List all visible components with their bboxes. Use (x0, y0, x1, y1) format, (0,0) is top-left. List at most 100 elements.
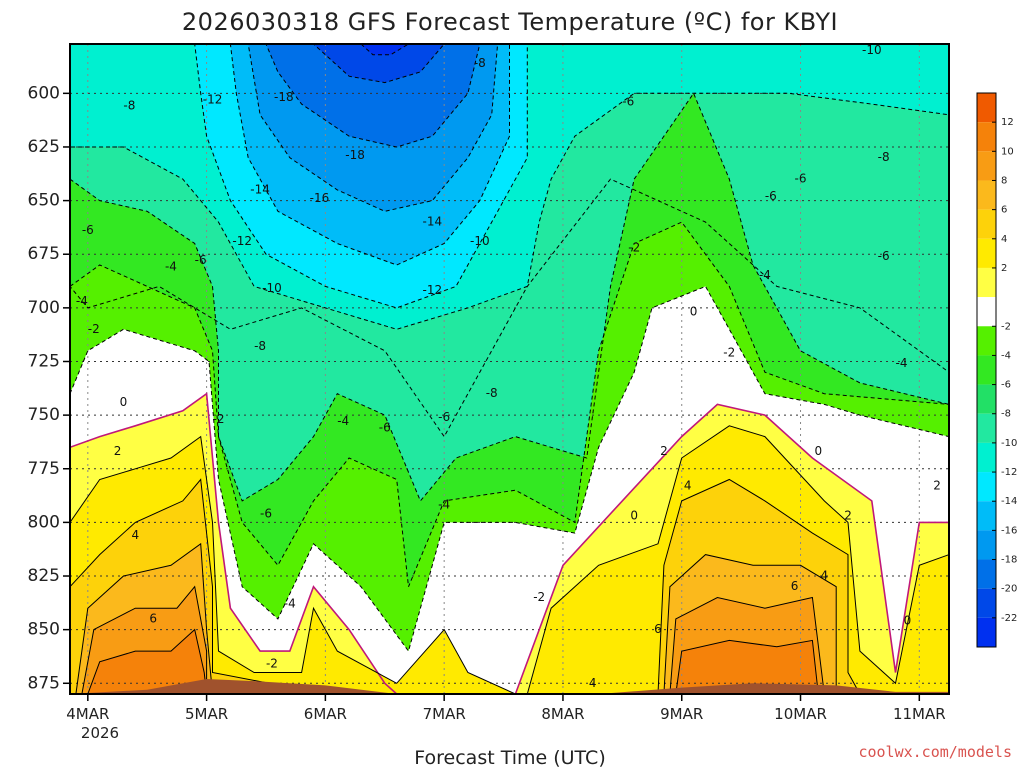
contour-label: -2 (397, 742, 409, 756)
colorbar-tick-label: 6 (1001, 205, 1007, 216)
contour-label: -6 (438, 410, 450, 424)
contour-label: -14 (422, 215, 442, 229)
contour-label: -2 (88, 322, 100, 336)
y-tick-label: 600 (28, 83, 60, 103)
x-tick-year: 2026 (81, 724, 119, 742)
colorbar-tick-label: -8 (1001, 409, 1011, 420)
contour-label: -2 (628, 240, 640, 254)
x-tick-label: 8MAR (541, 705, 584, 723)
contour-label: -2 (533, 590, 545, 604)
contour-label: 2 (660, 444, 668, 458)
colorbar-bin (977, 442, 996, 473)
contour-label: -16 (310, 191, 330, 205)
colorbar-bin (977, 501, 996, 531)
x-axis-label: Forecast Time (UTC) (414, 747, 605, 768)
contour-label: -2 (723, 345, 735, 359)
contour-label: -12 (232, 234, 252, 248)
contour-label: -6 (765, 189, 777, 203)
colorbar-bin (977, 472, 996, 502)
y-tick-label: 750 (28, 405, 60, 425)
plot-frame (69, 43, 950, 695)
contour-label: -6 (622, 94, 634, 108)
contour-label: -6 (379, 420, 391, 434)
contour-label: -18 (274, 90, 294, 104)
contour-label: -4 (438, 498, 450, 512)
colorbar-tick-label: 12 (1001, 117, 1014, 128)
y-tick-label: 850 (28, 620, 60, 640)
contour-label: 2 (933, 478, 941, 492)
colorbar-bin (977, 267, 996, 298)
contour-label: -18 (345, 148, 365, 162)
contour-label: -6 (878, 249, 890, 263)
contour-label: 4 (132, 528, 140, 542)
temp-region-19 (87, 629, 207, 694)
contour-label: 4 (820, 569, 828, 583)
colorbar-bin (977, 151, 996, 181)
colorbar: 12 10 8 6 4 2 -2 -4 -6 -8 -10 -12 -14 -16 -18 -20 -22 (976, 92, 1017, 648)
contour-label: -8 (254, 339, 266, 353)
colorbar-bin (977, 180, 996, 210)
colorbar-tick-label: -2 (1001, 321, 1011, 332)
temp-region-5 (266, 44, 480, 147)
contour-label: -10 (262, 281, 282, 295)
terrain-fill (70, 679, 949, 694)
colorbar-tick-label: -6 (1001, 380, 1011, 391)
contour-line-4 (247, 44, 499, 212)
contour-label: -8 (878, 150, 890, 164)
contour-label: -6 (260, 506, 272, 520)
colorbar-frame (976, 92, 997, 648)
contour-label: 2 (844, 508, 852, 522)
contour-label: -12 (203, 92, 223, 106)
contour-line-3 (229, 44, 510, 266)
x-tick-label: 7MAR (423, 705, 466, 723)
y-tick-label: 700 (28, 298, 60, 318)
x-tick-label: 9MAR (660, 705, 703, 723)
colorbar-tick-label: -18 (1001, 555, 1017, 566)
colorbar-bin (977, 209, 996, 239)
colorbar-tick-label: 4 (1001, 234, 1007, 245)
colorbar-bin (977, 413, 996, 443)
contour-label: -8 (474, 56, 486, 70)
contour-label: -12 (422, 283, 442, 297)
x-tick-label: 4MAR (66, 705, 109, 723)
temp-region-20 (675, 640, 819, 694)
contour-line-10 (70, 285, 949, 694)
contour-label: -4 (165, 260, 177, 274)
contour-label: 4 (589, 676, 597, 690)
contour-label: 8 (761, 691, 769, 705)
colorbar-tick-label: -16 (1001, 525, 1017, 536)
contour-label: 0 (630, 508, 638, 522)
y-tick-label: 625 (28, 137, 60, 157)
y-tick-label: 800 (28, 512, 60, 532)
contour-label: 0 (690, 305, 698, 319)
contour-label: 6 (149, 611, 157, 625)
colorbar-bin (977, 238, 996, 268)
y-tick-label: 650 (28, 191, 60, 211)
colorbar-tick-label: 10 (1001, 146, 1014, 157)
colorbar-tick-label: -22 (1001, 613, 1017, 624)
contour-label: -4 (896, 356, 908, 370)
credit-text: coolwx.com/models (858, 743, 1012, 761)
colorbar-bin (977, 559, 996, 589)
colorbar-tick-label: -10 (1001, 438, 1017, 449)
colorbar-tick-label: -20 (1001, 584, 1017, 595)
contour-label: 2 (114, 444, 122, 458)
colorbar-bin (977, 326, 996, 356)
y-tick-label: 825 (28, 566, 60, 586)
contour-line-14 (657, 478, 861, 694)
contour-line-16 (663, 554, 837, 694)
contour-line-0 (70, 44, 949, 438)
contour-label: -6 (195, 253, 207, 267)
contour-line-7 (360, 44, 410, 56)
contour-line-6 (312, 44, 445, 84)
colorbar-tick-label: 8 (1001, 175, 1007, 186)
contour-line-12 (70, 425, 949, 694)
contour-label: -2 (266, 656, 278, 670)
contour-label: -4 (759, 268, 771, 282)
contour-label: -4 (76, 294, 88, 308)
colorbar-bin (977, 93, 996, 123)
colorbar-bin (977, 530, 996, 560)
contour-line-9 (70, 221, 949, 694)
colorbar-tick-label: -14 (1001, 496, 1017, 507)
